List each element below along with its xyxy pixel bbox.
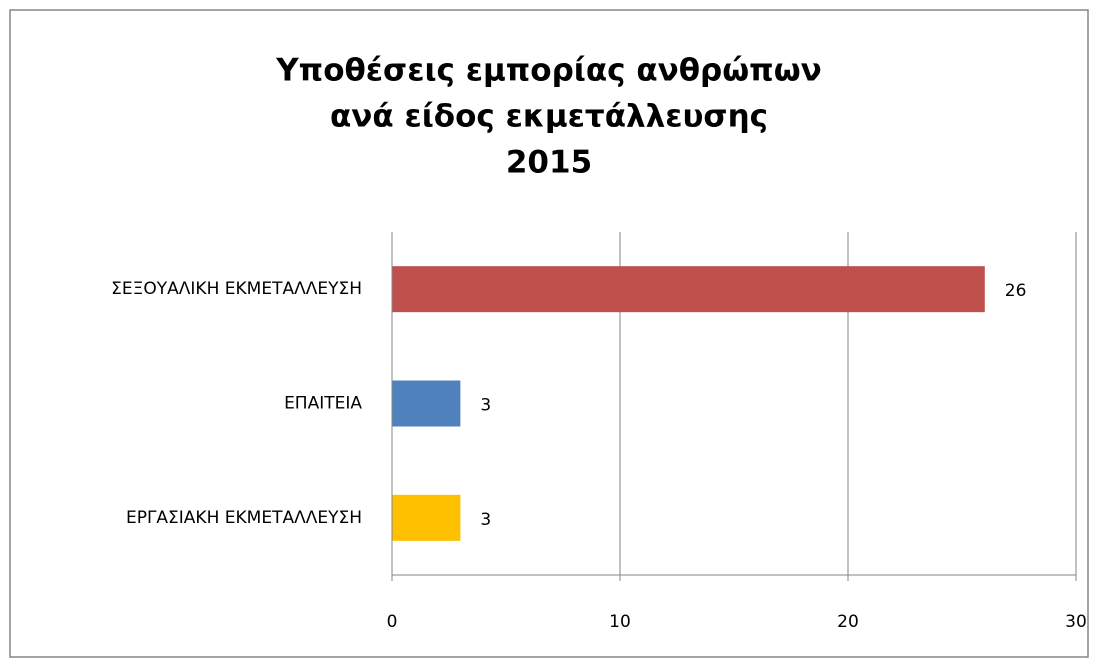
chart-title: ανά είδος εκμετάλλευσης <box>330 99 768 135</box>
x-tick-label: 0 <box>387 612 398 632</box>
chart-title: 2015 <box>506 145 592 181</box>
x-tick-label: 10 <box>609 612 631 632</box>
y-tick-label: ΕΡΓΑΣΙΑΚΗ ΕΚΜΕΤΑΛΛΕΥΣΗ <box>126 508 362 528</box>
bar <box>392 266 985 313</box>
y-tick-label: ΕΠΑΙΤΕΙΑ <box>284 394 362 414</box>
data-label: 3 <box>480 510 491 530</box>
y-tick-label: ΣΕΞΟΥΑΛΙΚΗ ΕΚΜΕΤΑΛΛΕΥΣΗ <box>111 279 362 299</box>
bar <box>392 494 461 541</box>
data-label: 3 <box>480 396 491 416</box>
x-tick-label: 20 <box>837 612 859 632</box>
chart-border <box>9 9 1089 658</box>
chart-title: Υποθέσεις εμπορίας ανθρώπων <box>275 53 822 89</box>
bar <box>392 380 461 427</box>
data-label: 26 <box>1005 281 1027 301</box>
x-tick-label: 30 <box>1065 612 1087 632</box>
